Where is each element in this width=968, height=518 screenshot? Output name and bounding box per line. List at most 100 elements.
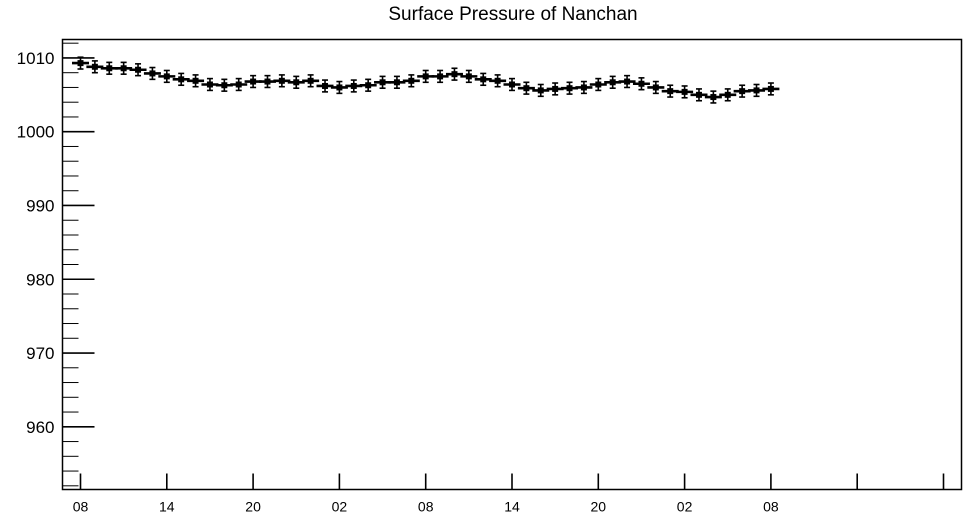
data-point bbox=[733, 84, 751, 98]
y-tick-label: 1010 bbox=[17, 49, 55, 68]
data-marker bbox=[624, 78, 631, 85]
data-point bbox=[561, 81, 579, 95]
data-marker bbox=[638, 80, 645, 87]
x-tick-label: 08 bbox=[418, 499, 434, 515]
data-point bbox=[503, 77, 521, 92]
data-marker bbox=[652, 84, 659, 91]
data-marker bbox=[609, 79, 616, 86]
data-point bbox=[302, 74, 320, 88]
data-point bbox=[604, 75, 622, 89]
data-point bbox=[575, 80, 593, 95]
data-point bbox=[316, 79, 334, 93]
data-point bbox=[532, 83, 550, 98]
data-marker bbox=[767, 85, 774, 92]
data-marker bbox=[523, 85, 530, 92]
data-point bbox=[445, 67, 463, 81]
y-tick-label: 960 bbox=[26, 418, 54, 437]
x-tick-label: 08 bbox=[763, 499, 779, 515]
data-point bbox=[719, 88, 737, 102]
data-marker bbox=[250, 78, 257, 85]
data-point bbox=[589, 77, 607, 92]
data-marker bbox=[178, 76, 185, 83]
data-marker bbox=[393, 79, 400, 86]
x-tick-label: 08 bbox=[73, 499, 89, 515]
data-marker bbox=[322, 82, 329, 89]
data-marker bbox=[494, 77, 501, 84]
data-point bbox=[345, 79, 363, 93]
data-point bbox=[244, 74, 262, 89]
data-point bbox=[402, 74, 420, 88]
data-point bbox=[287, 75, 305, 89]
data-marker bbox=[695, 91, 702, 98]
data-marker bbox=[480, 76, 487, 83]
data-marker bbox=[451, 71, 458, 78]
data-marker bbox=[422, 73, 429, 80]
data-marker bbox=[552, 85, 559, 92]
data-marker bbox=[465, 73, 472, 80]
data-point bbox=[704, 90, 722, 104]
data-marker bbox=[221, 82, 228, 89]
data-point bbox=[359, 78, 377, 92]
data-marker bbox=[106, 65, 113, 72]
data-marker bbox=[566, 85, 573, 92]
y-tick-label: 980 bbox=[26, 270, 54, 289]
data-marker bbox=[278, 77, 285, 84]
data-point bbox=[172, 72, 190, 87]
series-layer bbox=[72, 56, 780, 104]
data-marker bbox=[753, 87, 760, 94]
data-point bbox=[748, 83, 766, 98]
data-marker bbox=[408, 77, 415, 84]
data-point bbox=[474, 72, 492, 87]
data-marker bbox=[667, 88, 674, 95]
data-marker bbox=[681, 88, 688, 95]
data-point bbox=[417, 69, 435, 84]
data-point bbox=[129, 63, 147, 77]
data-point bbox=[187, 74, 205, 88]
data-marker bbox=[163, 73, 170, 80]
data-marker bbox=[235, 81, 242, 88]
data-marker bbox=[580, 84, 587, 91]
data-marker bbox=[724, 91, 731, 98]
data-marker bbox=[365, 82, 372, 89]
data-marker bbox=[206, 81, 213, 88]
y-tick-label: 970 bbox=[26, 344, 54, 363]
data-point bbox=[215, 78, 233, 92]
data-marker bbox=[120, 65, 127, 72]
data-point bbox=[158, 69, 176, 84]
data-marker bbox=[192, 77, 199, 84]
data-marker bbox=[437, 73, 444, 80]
x-axis: 08 14 20 02 08 14 20 02 08 bbox=[73, 473, 945, 515]
data-marker bbox=[264, 78, 271, 85]
data-point bbox=[546, 82, 564, 96]
data-point bbox=[661, 84, 679, 98]
data-point bbox=[374, 75, 392, 89]
data-point bbox=[489, 74, 507, 88]
x-tick-label: 02 bbox=[677, 499, 693, 515]
chart-title: Surface Pressure of Nanchan bbox=[388, 4, 638, 25]
plot-frame bbox=[61, 38, 963, 491]
data-point bbox=[143, 66, 161, 81]
data-marker bbox=[537, 87, 544, 94]
data-marker bbox=[350, 82, 357, 89]
y-tick-label: 990 bbox=[26, 196, 54, 215]
data-point bbox=[115, 61, 133, 75]
y-axis: 960 970 980 990 1000 1010 bbox=[17, 42, 95, 487]
data-point bbox=[431, 69, 449, 84]
data-marker bbox=[739, 88, 746, 95]
data-point bbox=[762, 82, 780, 96]
data-point bbox=[388, 75, 406, 89]
x-tick-label: 02 bbox=[332, 499, 348, 515]
data-marker bbox=[336, 84, 343, 91]
data-point bbox=[258, 74, 276, 89]
data-point bbox=[230, 77, 248, 92]
data-marker bbox=[509, 81, 515, 88]
data-point bbox=[72, 56, 89, 70]
data-marker bbox=[710, 94, 717, 101]
data-point bbox=[100, 61, 118, 75]
y-tick-label: 1000 bbox=[17, 123, 55, 142]
x-tick-label: 20 bbox=[245, 499, 261, 515]
data-point bbox=[330, 80, 348, 95]
data-marker bbox=[293, 79, 300, 86]
data-point bbox=[618, 74, 636, 89]
